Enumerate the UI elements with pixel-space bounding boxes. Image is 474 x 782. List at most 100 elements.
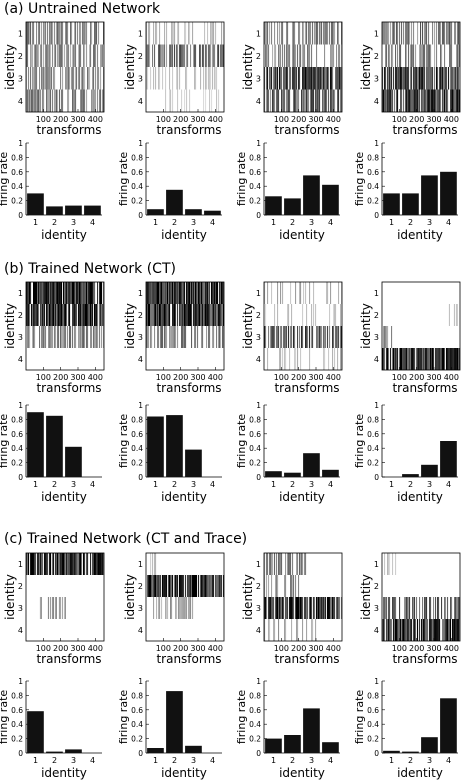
heatmap-cell [395, 597, 397, 619]
heatmap-cell [154, 282, 156, 304]
heatmap-cell [75, 282, 77, 304]
heatmap-xlabel: transforms [36, 123, 101, 137]
heatmap-cell [173, 304, 175, 326]
heatmap-cell [170, 44, 172, 67]
heatmap-cell [450, 89, 452, 112]
heatmap-cell [296, 67, 298, 90]
heatmap-cell [391, 67, 393, 90]
heatmap-cell [46, 44, 48, 67]
heatmap-cell [50, 22, 52, 45]
heatmap-cell [63, 304, 65, 326]
heatmap-cell [56, 553, 58, 575]
heatmap-cell [219, 282, 221, 304]
bar-xtick-label: 1 [153, 218, 158, 227]
heatmap-cell [170, 326, 172, 348]
heatmap-cell [191, 575, 193, 597]
heatmap-cell [430, 89, 432, 112]
heatmap-cell [436, 44, 438, 67]
heatmap-cell [410, 44, 412, 67]
heatmap-cell [172, 282, 174, 304]
heatmap-cell [65, 304, 67, 326]
heatmap-cell [166, 22, 168, 45]
heatmap-cell [197, 282, 199, 304]
heatmap-cell [101, 282, 103, 304]
heatmap-cell [428, 22, 430, 45]
heatmap-cell [152, 575, 154, 597]
heatmap-cell [414, 89, 416, 112]
heatmap-cell [432, 348, 434, 370]
heatmap-cell [74, 326, 76, 348]
bar-ytick-label: 0.6 [249, 706, 261, 715]
bar-xtick-label: 1 [271, 480, 276, 489]
heatmap-cell [102, 304, 104, 326]
bar [27, 193, 44, 215]
heatmap-cell [211, 89, 213, 112]
bar-xtick-label: 2 [408, 218, 413, 227]
heatmap-cell [55, 553, 57, 575]
heatmap-cell [61, 304, 63, 326]
heatmap-cell [95, 67, 97, 90]
heatmap-cell [267, 348, 269, 370]
heatmap-cell [300, 44, 302, 67]
heatmap-cell [271, 22, 273, 45]
heatmap-ytick-label: 4 [256, 97, 261, 106]
heatmap-cell [100, 67, 102, 90]
heatmap-cell [195, 575, 197, 597]
heatmap-cell [408, 619, 410, 641]
heatmap-cell [155, 575, 157, 597]
heatmap-cell [70, 282, 72, 304]
heatmap-cell [282, 597, 284, 619]
heatmap-cell [305, 597, 307, 619]
heatmap-cell [322, 89, 324, 112]
heatmap-cell [223, 326, 225, 348]
heatmap-cell [294, 22, 296, 45]
heatmap-cell [220, 44, 222, 67]
heatmap-cell [323, 326, 325, 348]
heatmap-cell [419, 348, 421, 370]
heatmap-ytick-label: 2 [374, 52, 379, 61]
heatmap-cell [388, 89, 390, 112]
heatmap-cell [67, 282, 69, 304]
heatmap-cell [183, 326, 185, 348]
bar-ytick-label: 0 [374, 749, 379, 758]
heatmap-cell [273, 619, 275, 641]
heatmap-cell [206, 282, 208, 304]
heatmap-cell [32, 553, 34, 575]
heatmap-cell [299, 282, 301, 304]
heatmap-cell [341, 89, 343, 112]
heatmap-ytick-label: 3 [18, 604, 23, 613]
heatmap-cell [98, 22, 100, 45]
heatmap-cell [197, 304, 199, 326]
heatmap-cell [52, 89, 54, 112]
heatmap-cell [206, 67, 208, 90]
heatmap-cell [67, 22, 69, 45]
heatmap-ylabel: identity [3, 303, 17, 349]
heatmap-cell [59, 22, 61, 45]
heatmap-cell [186, 44, 188, 67]
heatmap-cell [169, 326, 171, 348]
heatmap-cell [422, 44, 424, 67]
heatmap-cell [326, 89, 328, 112]
heatmap-cell [159, 304, 161, 326]
heatmap-frame [145, 552, 225, 642]
heatmap-cell [149, 282, 151, 304]
heatmap-cell [312, 67, 314, 90]
heatmap-cell [65, 326, 67, 348]
heatmap-cell [319, 89, 321, 112]
bar-ytick-label: 0.4 [11, 182, 23, 191]
heatmap-cell [94, 282, 96, 304]
heatmap-cell [79, 44, 81, 67]
heatmap-ytick-label: 1 [256, 29, 261, 38]
heatmap-cell [93, 553, 95, 575]
heatmap-cell [209, 89, 211, 112]
heatmap-cell [430, 44, 432, 67]
heatmap-cell [303, 282, 305, 304]
bar [440, 441, 457, 477]
heatmap-cell [165, 67, 167, 90]
heatmap-cell [214, 282, 216, 304]
bar-ytick-label: 0.4 [11, 444, 23, 453]
heatmap-cell [178, 282, 180, 304]
